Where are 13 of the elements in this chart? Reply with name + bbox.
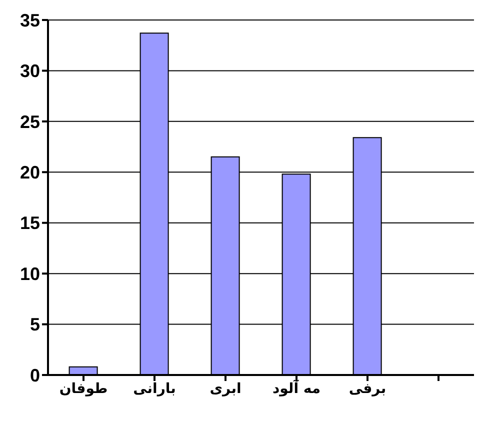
x-tick-label: مه آلود — [272, 378, 321, 397]
y-tick-label: 10 — [20, 264, 40, 284]
y-tick-label: 20 — [20, 162, 40, 183]
x-tick-label: برفی — [348, 380, 386, 397]
y-tick-label: 25 — [20, 112, 40, 132]
x-tick-label: ابری — [210, 380, 242, 397]
y-tick-label: 15 — [20, 213, 40, 234]
y-tick-label: 30 — [20, 61, 40, 82]
y-tick-label: 5 — [30, 314, 40, 335]
x-tick-label: بارانی — [133, 380, 176, 397]
y-tick-label: 0 — [30, 365, 40, 386]
x-tick-label: طوفان — [59, 380, 108, 397]
y-tick-label: 35 — [20, 10, 40, 30]
